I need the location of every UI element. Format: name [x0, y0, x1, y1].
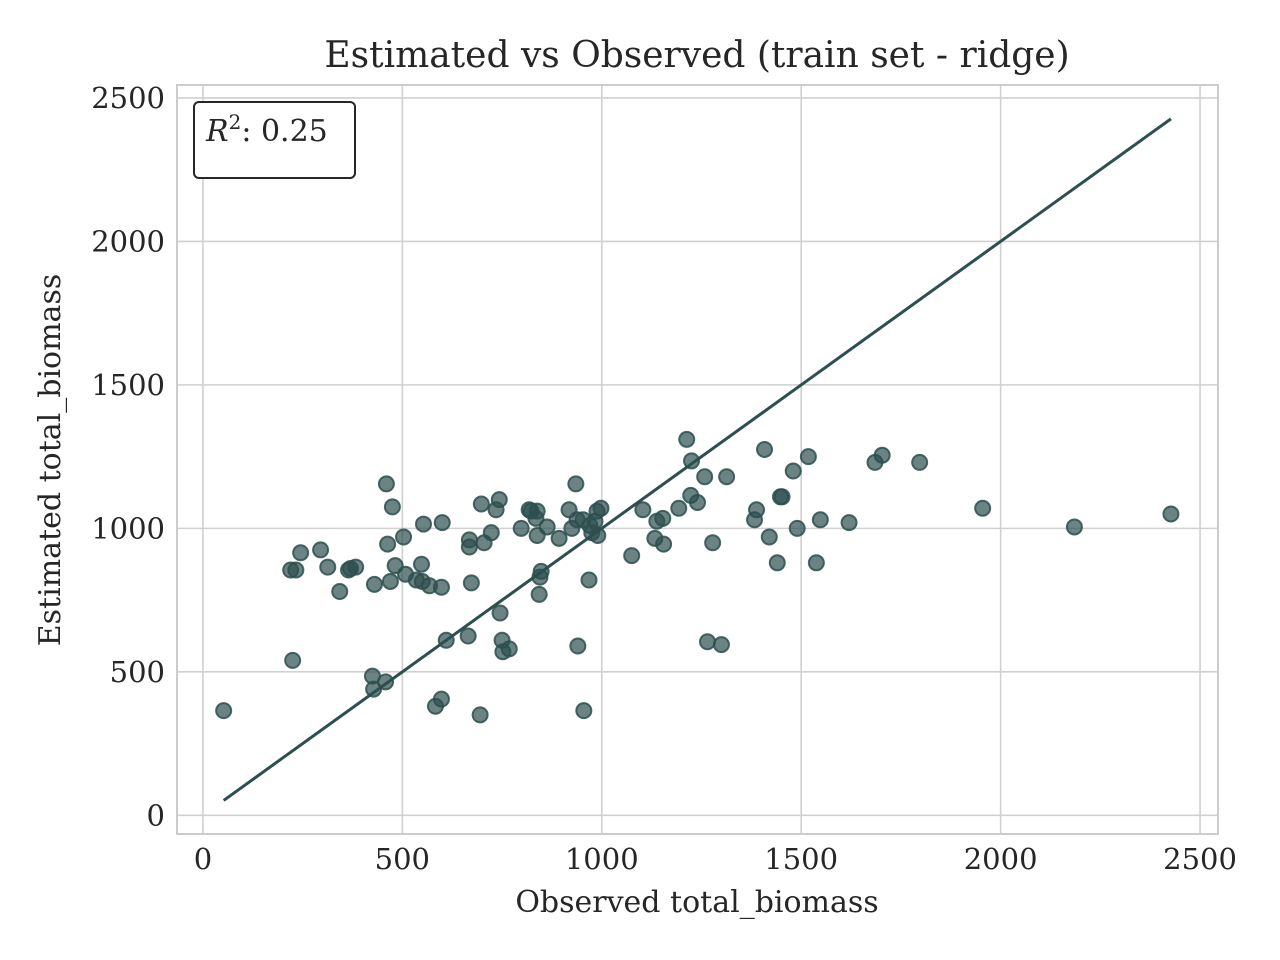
data-point	[472, 495, 490, 513]
data-point	[773, 488, 791, 506]
data-point	[379, 535, 397, 553]
data-point	[592, 499, 610, 517]
data-point	[704, 534, 722, 552]
data-point	[215, 702, 233, 720]
data-point	[319, 558, 337, 576]
data-point	[1065, 518, 1083, 536]
data-point	[284, 651, 302, 669]
y-tick-label: 1500	[91, 368, 165, 402]
data-point	[433, 514, 451, 532]
data-point	[395, 528, 413, 546]
data-point	[589, 527, 607, 545]
data-point	[528, 502, 546, 520]
data-point	[698, 633, 716, 651]
data-point	[799, 448, 817, 466]
data-point	[538, 518, 556, 536]
r2-annotation-box	[193, 101, 356, 179]
plot-frame	[176, 84, 1219, 835]
data-point	[760, 528, 778, 546]
data-point	[1162, 505, 1180, 523]
data-point	[840, 514, 858, 532]
data-point	[655, 535, 673, 553]
data-point	[670, 499, 688, 517]
data-point	[873, 446, 891, 464]
r2-annotation-text: R2: 0.25	[205, 110, 328, 149]
x-tick-label: 1500	[764, 842, 838, 876]
chart-title: Estimated vs Observed (train set - ridge…	[324, 35, 1069, 76]
data-point	[462, 574, 480, 592]
data-point	[381, 572, 399, 590]
data-point	[500, 640, 518, 658]
data-point	[678, 430, 696, 448]
data-point	[634, 501, 652, 519]
data-point	[654, 509, 672, 527]
y-tick-label: 2000	[91, 224, 165, 258]
r2-superscript: 2	[229, 110, 242, 134]
data-point	[974, 499, 992, 517]
data-point	[569, 637, 587, 655]
x-tick-label: 0	[194, 842, 212, 876]
data-point	[811, 511, 829, 529]
data-point	[412, 555, 430, 573]
x-tick-label: 500	[375, 842, 430, 876]
data-point	[550, 529, 568, 547]
x-tick-label: 1000	[565, 842, 639, 876]
data-point	[471, 706, 489, 724]
data-point	[756, 440, 774, 458]
data-point	[683, 452, 701, 470]
y-axis-label: Estimated total_biomass	[33, 274, 68, 646]
y-tick-label: 1000	[91, 511, 165, 545]
y-tick-labels: 0 500 1000 1500 2000 2500	[91, 81, 165, 832]
data-point	[437, 631, 455, 649]
data-point	[312, 541, 330, 559]
data-point	[432, 690, 450, 708]
x-tick-label: 2500	[1163, 842, 1237, 876]
data-point	[580, 571, 598, 589]
data-point	[784, 462, 802, 480]
x-axis-label: Observed total_biomass	[515, 885, 878, 920]
data-point	[292, 544, 310, 562]
data-point	[377, 673, 395, 691]
data-point	[490, 491, 508, 509]
y-tick-label: 2500	[91, 81, 165, 115]
data-point	[911, 453, 929, 471]
data-point	[491, 604, 509, 622]
data-point	[482, 524, 500, 542]
x-tick-label: 2000	[964, 842, 1038, 876]
data-point	[768, 554, 786, 572]
data-point	[696, 468, 714, 486]
data-point	[512, 519, 530, 537]
data-point	[712, 636, 730, 654]
data-point	[623, 547, 641, 565]
data-point	[567, 475, 585, 493]
data-point	[287, 561, 305, 579]
data-point	[377, 475, 395, 493]
data-point	[459, 627, 477, 645]
data-point	[460, 531, 478, 549]
data-point	[365, 575, 383, 593]
data-point	[575, 702, 593, 720]
data-point	[532, 562, 550, 580]
r2-annotation: R2: 0.25	[193, 101, 356, 179]
data-point	[347, 558, 365, 576]
x-tick-labels: 0 500 1000 1500 2000 2500	[194, 842, 1237, 876]
data-point	[383, 498, 401, 516]
data-point	[748, 501, 766, 519]
data-point	[432, 578, 450, 596]
data-point	[530, 585, 548, 603]
data-point	[414, 515, 432, 533]
r2-value: : 0.25	[241, 114, 327, 149]
data-point	[718, 468, 736, 486]
grid-lines	[177, 85, 1218, 834]
data-point	[788, 519, 806, 537]
y-tick-label: 500	[110, 655, 165, 689]
data-point	[331, 583, 349, 601]
y-tick-label: 0	[147, 798, 165, 832]
data-points	[215, 430, 1180, 724]
data-point	[689, 494, 706, 512]
data-point	[807, 554, 825, 572]
r2-symbol: R	[205, 114, 229, 149]
